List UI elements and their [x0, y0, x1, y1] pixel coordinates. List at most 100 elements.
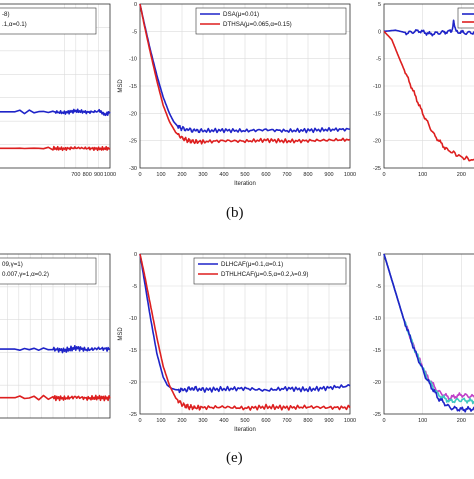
y-tick-label: -15 [373, 348, 381, 354]
y-tick-label: -20 [373, 139, 381, 145]
series-line-1 [383, 19, 474, 37]
x-tick-label: 700 [282, 172, 291, 178]
legend-box [195, 7, 347, 35]
x-tick-label: 0 [138, 418, 141, 424]
legend-label: 09,γ=1) [2, 261, 23, 268]
legend-label: 0.007,γ=1,α=0.2) [2, 271, 49, 278]
series-line-1 [383, 253, 474, 401]
x-tick-label: 100 [418, 418, 427, 424]
x-tick-label: 200 [177, 172, 186, 178]
legend [457, 7, 474, 29]
legend-label: DTHSA(μ=0.065,α=0.15) [223, 21, 292, 28]
series-line-2 [139, 3, 351, 145]
axes-frame [139, 253, 351, 415]
series-line-2 [383, 30, 474, 162]
x-tick-label: 1000 [344, 418, 356, 424]
legend-box [0, 7, 97, 35]
legend-label: DLHCAF(μ=0.1,α=0.1) [221, 261, 283, 268]
chart-panel-5: 0 100 200 300 400 500 600 700 800 900 1000 0 -5 -10 -1… [118, 252, 356, 433]
y-tick-label: -25 [129, 139, 137, 145]
y-tick-label: 0 [134, 2, 137, 8]
x-tick-label: 0 [138, 172, 141, 178]
y-tick-label: 0 [378, 252, 381, 258]
x-tick-label: 600 [261, 172, 270, 178]
x-tick-label: 400 [219, 418, 228, 424]
y-tick-label: -10 [129, 57, 137, 63]
chart-panel-3: 01002003050-5-10-15-20-25 [373, 2, 474, 178]
y-tick-label: -25 [373, 412, 381, 418]
x-tick-label: 200 [457, 418, 466, 424]
y-tick-label: -15 [129, 84, 137, 90]
x-tick-label: 100 [156, 418, 165, 424]
x-tick-label: 800 [303, 172, 312, 178]
y-tick-label: -20 [129, 380, 137, 386]
y-tick-label: 0 [134, 252, 137, 258]
y-axis-label: MSD [118, 327, 124, 341]
legend-box [457, 7, 474, 29]
legend-label: -8) [2, 11, 10, 18]
y-tick-label: -20 [129, 111, 137, 117]
y-tick-label: -15 [373, 111, 381, 117]
legend-box [0, 257, 97, 285]
series-line-3 [383, 253, 474, 413]
y-tick-label: -30 [129, 166, 137, 172]
series-line-1 [0, 108, 111, 117]
y-tick-label: -5 [376, 284, 381, 290]
x-tick-label: 300 [198, 172, 207, 178]
x-tick-label: 900 [324, 172, 333, 178]
legend-label: DSA(μ=0.01) [223, 11, 259, 18]
caption-b: (b) [226, 205, 244, 221]
y-tick-label: 5 [378, 2, 381, 8]
axes-frame [0, 3, 111, 169]
y-tick-label: -5 [132, 284, 137, 290]
x-tick-label: 100 [418, 172, 427, 178]
series-line-2 [0, 145, 111, 152]
x-tick-label: 0 [382, 172, 385, 178]
x-tick-label: 800 [303, 418, 312, 424]
y-axis-label: MSD [118, 79, 124, 93]
x-axis-label: Iteration [234, 181, 256, 187]
series-line-1 [139, 253, 351, 394]
y-tick-label: -5 [132, 29, 137, 35]
x-tick-label: 400 [219, 172, 228, 178]
chart-panel-1: 700 800 900 1000 -8) .1,α=0.1) [0, 3, 116, 178]
x-tick-label: 800 [83, 172, 92, 178]
legend-label: .1,α=0.1) [2, 21, 27, 28]
y-tick-label: -25 [373, 166, 381, 172]
x-tick-label: 1000 [104, 172, 116, 178]
y-tick-label: -15 [129, 348, 137, 354]
series-line-1 [139, 3, 351, 134]
series-line-2 [0, 394, 111, 402]
y-tick-label: -5 [376, 57, 381, 63]
legend-box [193, 257, 347, 285]
axes-frame [139, 3, 351, 169]
x-tick-label: 900 [94, 172, 103, 178]
x-axis-label: Iteration [234, 427, 256, 433]
x-tick-label: 700 [282, 418, 291, 424]
axes-frame [383, 253, 474, 415]
chart-panel-2: 0 100 200 300 400 500 600 700 800 900 1000 0 -5 -10 -1… [118, 2, 356, 187]
y-tick-label: -10 [129, 316, 137, 322]
legend: 09,γ=1) 0.007,γ=1,α=0.2) [0, 257, 97, 285]
series-line-2 [139, 253, 351, 411]
y-tick-label: 0 [378, 29, 381, 35]
y-tick-label: -20 [373, 380, 381, 386]
legend: -8) .1,α=0.1) [0, 7, 97, 35]
axes-frame [0, 253, 111, 419]
x-tick-label: 100 [156, 172, 165, 178]
axes-frame [383, 3, 474, 169]
legend-label: DTHLHCAF(μ=0.5,α=0.2,λ=0.9) [221, 271, 308, 278]
x-tick-label: 300 [198, 418, 207, 424]
x-tick-label: 200 [457, 172, 466, 178]
caption-e: (e) [226, 450, 243, 466]
chart-panel-4: 09,γ=1) 0.007,γ=1,α=0.2) [0, 253, 111, 419]
legend: DLHCAF(μ=0.1,α=0.1) DTHLHCAF(μ=0.5,α=0.2,… [193, 257, 347, 285]
y-tick-label: -25 [129, 412, 137, 418]
y-tick-label: -10 [373, 316, 381, 322]
series-line-1 [0, 344, 111, 354]
y-tick-label: -10 [373, 84, 381, 90]
x-tick-label: 500 [240, 418, 249, 424]
